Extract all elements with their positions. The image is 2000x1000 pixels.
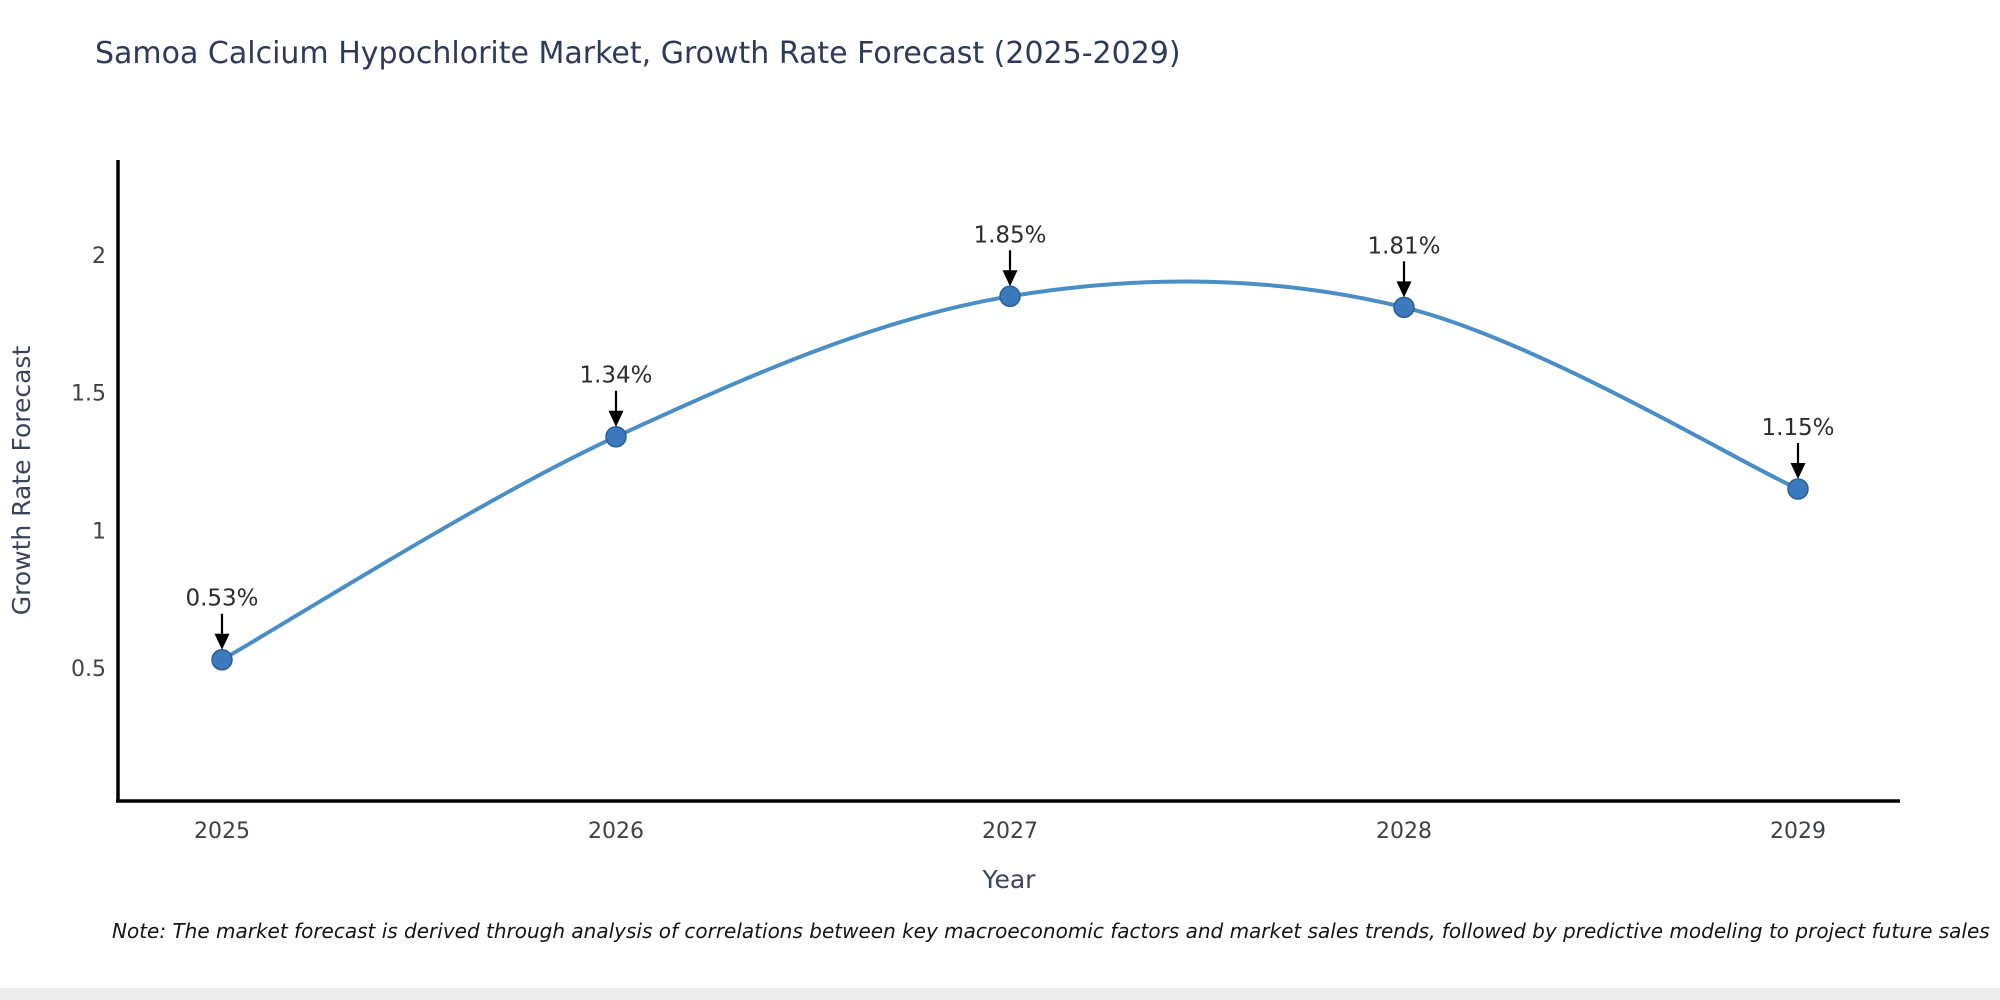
data-point-marker <box>605 425 627 448</box>
bottom-strip <box>0 988 2000 1000</box>
y-tick-label: 0.5 <box>71 657 106 682</box>
annotation-arrowhead <box>608 410 624 427</box>
data-point-label: 1.34% <box>579 363 652 389</box>
x-tick-label: 2027 <box>982 819 1038 844</box>
data-point-label: 1.81% <box>1367 233 1440 259</box>
chart-title: Samoa Calcium Hypochlorite Market, Growt… <box>95 36 1181 71</box>
x-tick-label: 2029 <box>1770 819 1826 844</box>
x-tick-label: 2025 <box>194 819 250 844</box>
annotation-arrowhead <box>1396 281 1412 298</box>
y-tick-label: 1.5 <box>71 382 106 407</box>
data-point-marker <box>999 285 1021 308</box>
data-point-marker <box>1787 478 1809 500</box>
y-tick-label: 2 <box>92 244 106 269</box>
forecast-line <box>220 279 1800 662</box>
data-point-label: 0.53% <box>185 586 258 612</box>
footnote: Note: The market forecast is derived thr… <box>112 919 1990 943</box>
data-point-marker <box>211 648 233 671</box>
annotation-arrowhead <box>214 633 230 650</box>
x-tick-label: 2026 <box>588 819 644 844</box>
annotation-arrowhead <box>1002 270 1018 287</box>
x-tick-label: 2028 <box>1376 819 1432 844</box>
y-tick-label: 1 <box>92 519 106 544</box>
annotation-arrowhead <box>1790 463 1806 480</box>
data-point-marker <box>1393 296 1415 319</box>
y-axis-title: Growth Rate Forecast <box>7 346 36 616</box>
data-point-label: 1.15% <box>1761 415 1834 441</box>
x-axis-title: Year <box>982 865 1037 894</box>
data-point-label: 1.85% <box>973 222 1046 248</box>
